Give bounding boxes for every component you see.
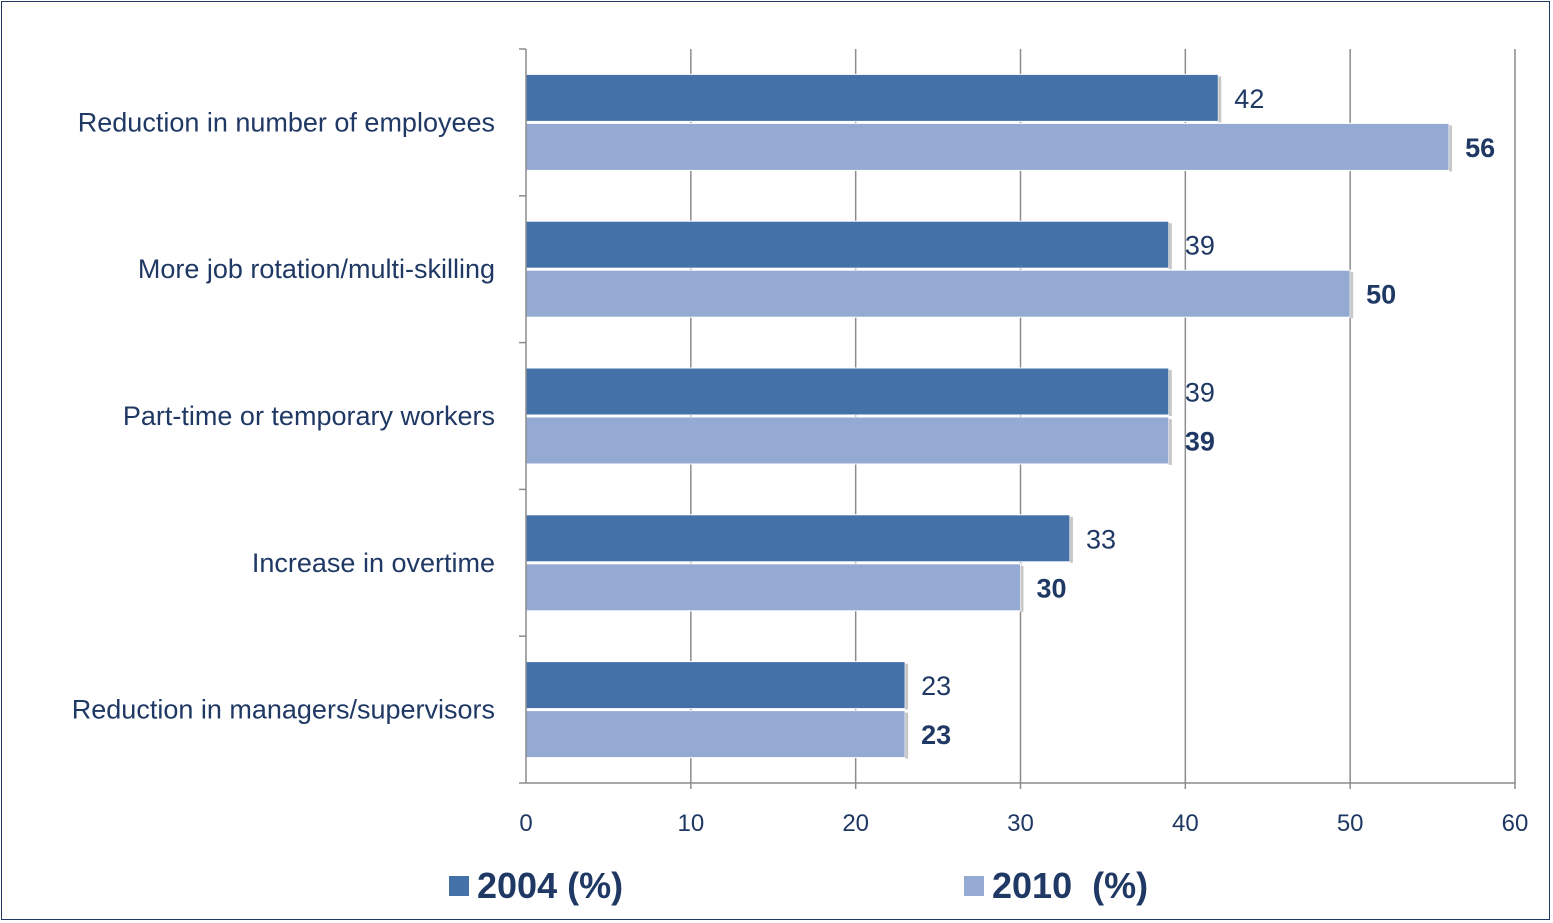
x-tick-label: 60 bbox=[1502, 810, 1529, 837]
bar-shadow bbox=[1069, 516, 1073, 563]
legend-item-2004: 2004 (%) bbox=[449, 858, 623, 914]
bar-shadow bbox=[905, 712, 909, 759]
category-label: Increase in overtime bbox=[252, 548, 495, 578]
bar-shadow bbox=[1449, 125, 1453, 172]
x-tick-label: 50 bbox=[1337, 810, 1364, 837]
data-label-2004: 33 bbox=[1086, 524, 1116, 554]
data-label-2004: 42 bbox=[1234, 84, 1264, 114]
bar-2010 bbox=[525, 710, 906, 759]
category-label: Part-time or temporary workers bbox=[123, 401, 495, 431]
legend-swatch-2004 bbox=[449, 876, 469, 896]
x-tick-label: 0 bbox=[519, 810, 532, 837]
x-tick-label: 30 bbox=[1007, 810, 1034, 837]
bar-shadow bbox=[905, 663, 909, 710]
bar-2004 bbox=[525, 73, 1219, 122]
labels: 0 10 20 30 40 50 60 Reduction in number of empl… bbox=[72, 84, 1529, 837]
category-label: Reduction in number of employees bbox=[78, 107, 495, 137]
bar-2010 bbox=[525, 563, 1021, 612]
category-label: More job rotation/multi-skilling bbox=[138, 254, 495, 284]
bar-2004 bbox=[525, 514, 1071, 563]
data-label-2010: 56 bbox=[1465, 133, 1495, 163]
bar-2010 bbox=[525, 122, 1450, 171]
legend: 2004 (%) 2010 (%) bbox=[0, 858, 1553, 914]
legend-swatch-2010 bbox=[964, 876, 984, 896]
x-tick-label: 40 bbox=[1172, 810, 1199, 837]
x-tick-label: 20 bbox=[842, 810, 869, 837]
data-label-2010: 23 bbox=[921, 720, 951, 750]
x-tick-label: 10 bbox=[677, 810, 704, 837]
bar-2004 bbox=[525, 661, 906, 710]
bar-2004 bbox=[525, 220, 1170, 269]
bar-shadow bbox=[1218, 76, 1222, 123]
bar-2010 bbox=[525, 269, 1351, 318]
data-label-2004: 39 bbox=[1185, 378, 1215, 408]
legend-label-2010: 2010 (%) bbox=[992, 865, 1149, 906]
axes bbox=[519, 48, 1515, 784]
bar-chart: 0 10 20 30 40 50 60 Reduction in number of empl… bbox=[72, 48, 1529, 837]
bar-shadow bbox=[1168, 370, 1172, 416]
data-label-2004: 23 bbox=[921, 671, 951, 701]
category-label: Reduction in managers/supervisors bbox=[72, 695, 495, 725]
bar-2010 bbox=[525, 416, 1170, 465]
legend-item-2010: 2010 (%) bbox=[964, 858, 1148, 914]
bar-shadow bbox=[1350, 272, 1354, 319]
bars bbox=[525, 73, 1453, 759]
bar-shadow bbox=[1168, 223, 1172, 270]
bar-2004 bbox=[525, 367, 1170, 416]
data-label-2004: 39 bbox=[1185, 231, 1215, 261]
bar-shadow bbox=[1020, 565, 1024, 612]
data-label-2010: 50 bbox=[1366, 280, 1396, 310]
legend-label-2004: 2004 (%) bbox=[477, 865, 624, 906]
bar-shadow bbox=[1168, 419, 1172, 465]
data-label-2010: 30 bbox=[1037, 573, 1067, 603]
data-label-2010: 39 bbox=[1185, 427, 1215, 457]
